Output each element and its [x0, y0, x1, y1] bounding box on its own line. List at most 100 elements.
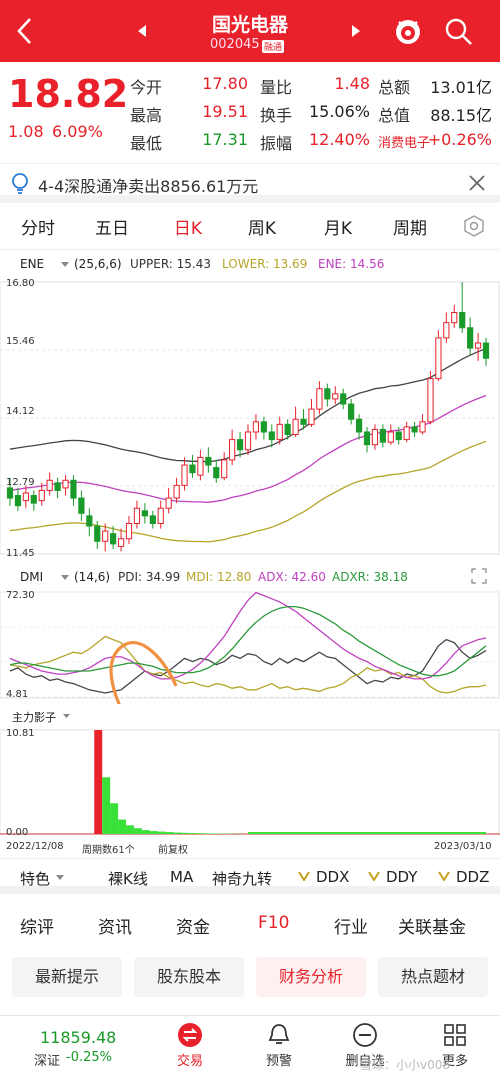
candle: [474, 332, 482, 361]
tab-2[interactable]: 日K: [173, 219, 203, 239]
info-tabs: 综评 资讯 资金 F10 行业 关联基金: [0, 902, 500, 948]
zl-bar: [197, 833, 206, 834]
tool-naked-k[interactable]: 裸K线: [108, 870, 148, 888]
zl-bar: [94, 730, 103, 834]
candle-up: [22, 492, 29, 502]
tool-ddz[interactable]: DDZ: [456, 868, 490, 886]
quote-value: 19.51: [202, 102, 248, 121]
candle-down: [467, 327, 474, 349]
candle: [38, 482, 45, 506]
candle: [268, 424, 275, 448]
info-tab-4[interactable]: 行业: [334, 918, 368, 938]
nav-alert[interactable]: 预警: [265, 1054, 292, 1069]
candle: [197, 449, 204, 481]
zl-bar: [102, 777, 111, 834]
dmi-adx: ADX: 42.60: [258, 570, 326, 584]
zl-chart[interactable]: [0, 724, 500, 840]
tab-4[interactable]: 月K: [323, 219, 353, 239]
zl-top: 10.81: [6, 728, 35, 739]
tab-3[interactable]: 周K: [247, 219, 277, 239]
index-change: -0.25%: [66, 1050, 112, 1065]
dropdown-icon[interactable]: [62, 713, 71, 720]
candle-up: [221, 459, 228, 479]
candle: [427, 370, 434, 425]
candle: [379, 424, 386, 448]
tool-td9[interactable]: 神奇九转: [212, 870, 273, 888]
candle: [276, 416, 283, 445]
chip-1[interactable]: 股东股本: [134, 957, 244, 997]
bell-icon[interactable]: [266, 1022, 292, 1048]
info-tab-0[interactable]: 综评: [20, 918, 54, 938]
settings-hex-icon[interactable]: [462, 214, 486, 238]
candle: [252, 414, 260, 440]
tab-1[interactable]: 五日: [95, 219, 129, 239]
info-tab-1[interactable]: 资讯: [98, 918, 132, 938]
candle-up: [117, 538, 125, 547]
quote-label: 最高: [130, 106, 163, 125]
zl-bar: [173, 832, 182, 834]
mascot-icon[interactable]: [392, 15, 424, 47]
dropdown-icon[interactable]: [60, 261, 70, 269]
quote-value: 1.48: [334, 74, 370, 93]
info-tab-3[interactable]: F10: [258, 913, 290, 933]
nav-trade[interactable]: 交易: [176, 1054, 203, 1069]
index-value[interactable]: 11859.48: [40, 1028, 117, 1047]
candle-down: [260, 421, 267, 433]
candle-up: [133, 507, 141, 524]
candle: [411, 421, 418, 438]
chip-3[interactable]: 热点题材: [378, 957, 488, 997]
candle-down: [6, 487, 14, 499]
info-tab-5[interactable]: 关联基金: [398, 918, 466, 938]
candle-up: [244, 431, 252, 451]
tool-ddx[interactable]: DDX: [316, 868, 350, 886]
tool-ddy[interactable]: DDY: [386, 868, 418, 886]
page-title: 国光电器: [211, 14, 288, 36]
candle: [260, 416, 267, 440]
info-tab-2[interactable]: 资金: [176, 918, 210, 938]
back-icon[interactable]: [14, 16, 36, 46]
minus-circle-icon[interactable]: [352, 1022, 378, 1048]
candle-down: [14, 495, 22, 507]
dropdown-icon[interactable]: [60, 574, 70, 582]
tool-special[interactable]: 特色: [20, 870, 51, 888]
chip-0[interactable]: 最新提示: [12, 957, 122, 997]
tab-0[interactable]: 分时: [21, 219, 55, 239]
close-icon[interactable]: [468, 174, 486, 192]
candle-down: [236, 439, 244, 451]
tool-ma[interactable]: MA: [170, 868, 194, 886]
next-stock-icon[interactable]: [350, 24, 362, 38]
trade-icon[interactable]: [177, 1022, 203, 1048]
quote-label: 今开: [130, 78, 163, 97]
candle-down: [54, 482, 61, 491]
candle-up: [229, 439, 236, 461]
candle-up: [46, 479, 53, 491]
ene-tick-4: 12.79: [6, 477, 35, 488]
quote-value: 12.40%: [308, 130, 370, 149]
candle-down: [340, 393, 347, 405]
quote-value: +0.26%: [427, 130, 492, 149]
zl-bar: [165, 832, 174, 834]
zl-bar: [126, 825, 134, 834]
dropdown-icon[interactable]: [55, 874, 65, 882]
candle-down: [268, 431, 275, 441]
candle-down: [141, 510, 148, 517]
nav-remove-watch[interactable]: 删自选: [345, 1054, 385, 1069]
expand-icon[interactable]: [470, 567, 488, 585]
kline-chart[interactable]: [0, 272, 500, 564]
grid-icon[interactable]: [442, 1022, 468, 1048]
candle-down: [94, 525, 101, 542]
prev-stock-icon[interactable]: [136, 24, 148, 38]
dmi-adxr: ADXR: 38.18: [332, 570, 408, 584]
tab-5[interactable]: 周期: [393, 219, 427, 239]
candle-down: [86, 515, 93, 527]
chip-2[interactable]: 财务分析: [256, 957, 366, 997]
candle: [300, 409, 307, 430]
adxr-line: [9, 605, 487, 677]
nav-more[interactable]: 更多: [441, 1054, 468, 1069]
dmi-chart[interactable]: [0, 586, 500, 704]
ene-value: ENE: 14.56: [318, 257, 385, 271]
candle-up: [292, 418, 299, 436]
search-icon[interactable]: [444, 17, 474, 47]
dmi-frame: [0, 591, 500, 699]
notice-bar[interactable]: 4-4深股通净卖出8856.61万元: [0, 163, 500, 203]
